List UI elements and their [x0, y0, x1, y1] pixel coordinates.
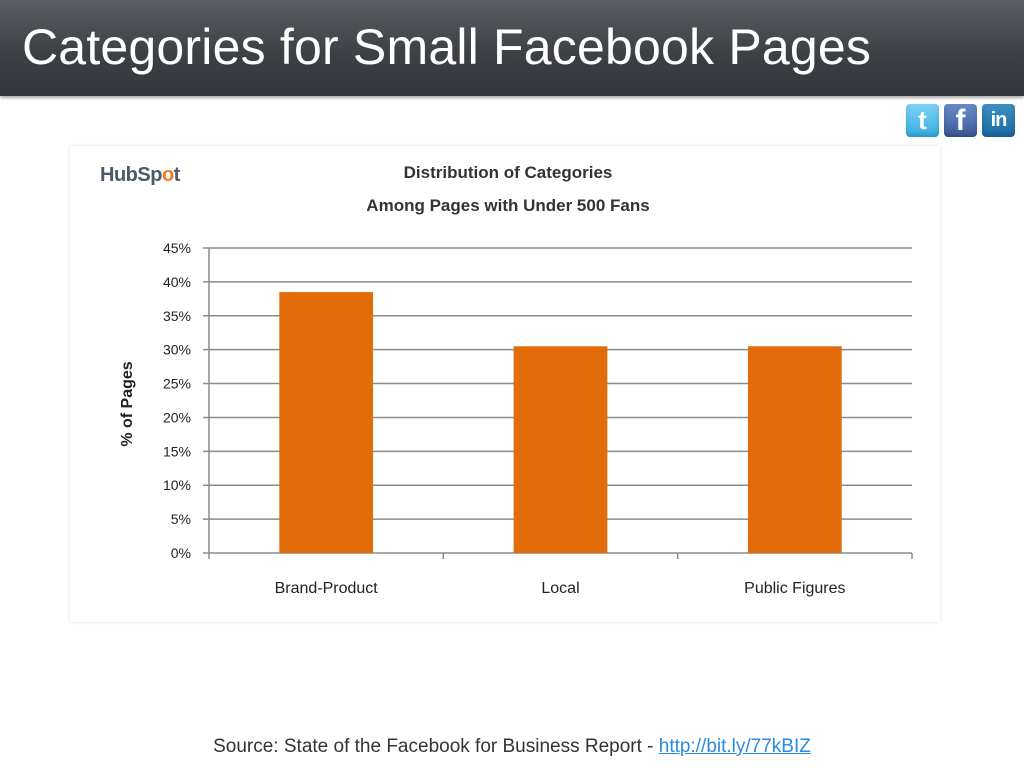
- bar-chart: Distribution of Categories Among Pages w…: [119, 163, 913, 597]
- x-tick-label: Brand-Product: [275, 580, 379, 597]
- source-link[interactable]: http://bit.ly/77kBIZ: [658, 736, 811, 757]
- y-tick-label: 45%: [163, 240, 191, 256]
- x-tick-labels: Brand-Product Local Public Figures: [275, 580, 846, 597]
- y-tick-label: 40%: [163, 274, 191, 290]
- y-tick-label: 0%: [171, 545, 191, 561]
- y-tick-labels: 0% 5% 10% 15% 20% 25% 30% 35% 40% 45%: [163, 240, 191, 561]
- y-tick-label: 30%: [163, 342, 191, 358]
- title-bar: Categories for Small Facebook Pages: [0, 0, 1024, 96]
- x-tick-label: Public Figures: [744, 580, 845, 597]
- y-tick-label: 25%: [163, 376, 191, 392]
- source-citation: Source: State of the Facebook for Busine…: [0, 736, 1024, 758]
- bar: [747, 346, 842, 553]
- twitter-glyph: t: [918, 105, 927, 135]
- logo-text-1: HubSp: [100, 164, 162, 186]
- chart-subtitle: Among Pages with Under 500 Fans: [366, 196, 649, 215]
- logo-sprocket: o: [161, 164, 174, 186]
- bar: [513, 346, 608, 553]
- slide-title: Categories for Small Facebook Pages: [22, 19, 872, 75]
- linkedin-icon[interactable]: in: [982, 104, 1015, 137]
- y-tick-label: 15%: [163, 443, 191, 459]
- y-tick-label: 35%: [163, 308, 191, 324]
- social-share-bar: t f in: [906, 104, 1015, 137]
- y-tick-label: 10%: [163, 477, 191, 493]
- facebook-glyph: f: [955, 103, 966, 137]
- x-tick-label: Local: [541, 580, 579, 597]
- y-tick-label: 5%: [171, 511, 191, 527]
- linkedin-glyph: in: [990, 109, 1008, 131]
- y-tick-label: 20%: [163, 409, 191, 425]
- axes: [208, 248, 913, 559]
- facebook-icon[interactable]: f: [944, 104, 977, 137]
- source-text: Source: State of the Facebook for Busine…: [213, 736, 659, 757]
- bar: [279, 292, 374, 553]
- y-axis-label: % of Pages: [119, 361, 136, 446]
- twitter-icon[interactable]: t: [906, 104, 939, 137]
- chart-title: Distribution of Categories: [404, 163, 613, 182]
- bars: [279, 292, 842, 553]
- logo-text-2: t: [173, 164, 181, 186]
- hubspot-logo: HubSpot: [100, 164, 180, 187]
- chart-panel: HubSpot Distribution of Categories Among…: [70, 146, 940, 622]
